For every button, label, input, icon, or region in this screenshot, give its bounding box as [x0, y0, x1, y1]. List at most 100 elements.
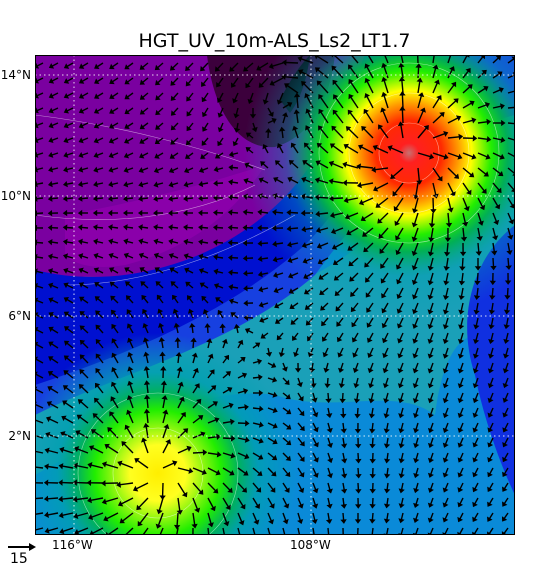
wind-vector-head: [241, 372, 248, 379]
wind-vector-head: [323, 367, 330, 373]
wind-vector-head: [413, 473, 420, 479]
wind-vector: [162, 384, 165, 394]
wind-vector: [432, 82, 438, 94]
wind-vector: [267, 392, 275, 396]
wind-vector: [459, 392, 464, 400]
wind-vector-head: [47, 238, 53, 246]
wind-vector-head: [502, 486, 508, 492]
wind-vector-head: [328, 160, 335, 167]
wind-vector-head: [382, 352, 389, 359]
wind-vector-head: [139, 79, 146, 85]
wind-vector: [78, 432, 89, 439]
wind-vector: [263, 332, 269, 337]
wind-vector-head: [340, 443, 348, 449]
wind-vector-head: [411, 279, 418, 285]
wind-vector-head: [160, 380, 168, 386]
wind-vector: [342, 482, 345, 490]
wind-vector-head: [184, 167, 190, 174]
wind-vector: [172, 107, 179, 114]
wind-vector: [379, 212, 389, 222]
wind-vector-head: [198, 180, 204, 188]
wind-vector-head: [223, 354, 229, 361]
wind-vector-head: [225, 371, 231, 377]
wind-vector-head: [356, 182, 362, 189]
wind-vector-head: [412, 383, 419, 389]
wind-vector-head: [227, 386, 233, 393]
wind-vector-head: [139, 64, 146, 70]
wind-vector-head: [427, 442, 434, 449]
wind-vector-head: [77, 399, 84, 405]
wind-vector-head: [340, 503, 348, 509]
wind-vector: [81, 62, 89, 68]
wind-vector-head: [122, 209, 128, 217]
wind-vector: [207, 512, 212, 524]
wind-vector-head: [139, 138, 145, 144]
wind-vector: [127, 283, 134, 289]
wind-vector: [321, 272, 329, 278]
wind-vector: [290, 211, 299, 214]
wind-vector-head: [442, 412, 449, 419]
wind-vector: [141, 197, 149, 200]
wind-vector: [369, 347, 374, 355]
wind-vector-head: [213, 283, 220, 290]
wind-vector-head: [442, 368, 449, 374]
wind-vector-head: [47, 386, 53, 392]
wind-vector-head: [397, 398, 405, 404]
wind-vector-head: [170, 125, 177, 131]
wind-vector: [415, 392, 419, 400]
wind-vector: [361, 146, 374, 154]
wind-vector-head: [210, 385, 217, 391]
wind-vector-head: [339, 398, 346, 404]
wind-vector: [232, 77, 239, 86]
wind-vector-head: [312, 488, 319, 494]
wind-vector-head: [442, 309, 449, 315]
wind-vector: [142, 92, 149, 98]
wind-vector: [171, 226, 179, 229]
wind-vector-head: [155, 94, 161, 101]
wind-vector-head: [373, 185, 379, 192]
wind-vector: [233, 314, 239, 319]
wind-vector-head: [153, 209, 158, 217]
wind-vector: [261, 257, 269, 260]
wind-vector: [475, 317, 479, 326]
wind-vector-head: [354, 519, 362, 524]
wind-vector-head: [314, 194, 320, 201]
wind-vector-head: [272, 240, 277, 248]
wind-vector-head: [348, 79, 354, 85]
wind-vector-head: [110, 295, 116, 301]
wind-vector: [90, 497, 104, 501]
wind-vector: [112, 283, 119, 289]
wind-vector-head: [79, 354, 85, 360]
wind-vector-head: [178, 396, 185, 402]
wind-vector: [431, 212, 434, 225]
wind-vector: [203, 107, 209, 115]
wind-vector: [320, 111, 329, 124]
wind-vector-head: [300, 193, 306, 200]
wind-vector-head: [136, 504, 142, 511]
wind-vector: [207, 527, 210, 535]
wind-vector: [145, 340, 149, 349]
wind-vector-head: [95, 353, 102, 359]
wind-vector-head: [170, 80, 176, 86]
wind-vector: [66, 122, 74, 127]
wind-vector-head: [142, 337, 149, 343]
wind-vector-head: [503, 324, 510, 330]
wind-vector: [96, 137, 104, 142]
wind-vector: [107, 445, 119, 454]
wind-vector-head: [154, 64, 161, 71]
wind-vector-head: [58, 463, 64, 470]
wind-vector: [111, 254, 119, 259]
wind-vector: [96, 255, 104, 259]
wind-vector: [219, 122, 224, 130]
wind-vector-head: [301, 80, 307, 87]
wind-vector: [129, 384, 134, 394]
wind-vector-head: [413, 517, 420, 524]
wind-vector: [222, 527, 226, 535]
wind-vector-head: [225, 504, 231, 511]
wind-vector-head: [442, 442, 449, 448]
wind-vector-head: [138, 181, 144, 188]
lat-label-14n: 14°N: [0, 68, 31, 82]
wind-vector: [492, 182, 500, 191]
wind-vector-head: [198, 167, 205, 174]
wind-vector: [156, 240, 164, 244]
